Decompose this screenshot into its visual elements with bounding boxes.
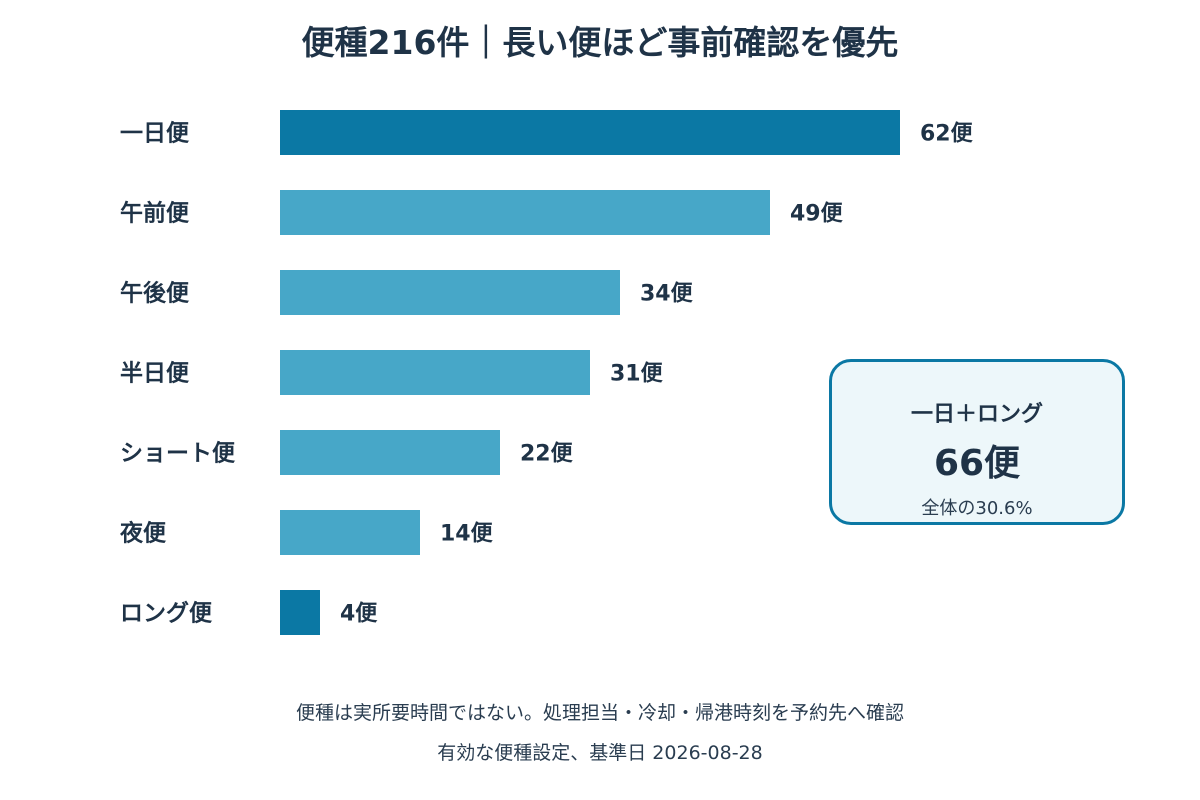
chart-title: 便種216件｜長い便ほど事前確認を優先 (302, 23, 899, 62)
callout-value: 66便 (933, 443, 1021, 484)
value-label: 34便 (640, 282, 694, 307)
footnote-2: 有効な便種設定、基準日 2026-08-28 (437, 742, 762, 764)
bar (280, 510, 420, 555)
category-label: ショート便 (120, 441, 236, 467)
footnote-1: 便種は実所要時間ではない。処理担当・冷却・帰港時刻を予約先へ確認 (296, 702, 904, 724)
value-label: 14便 (440, 522, 494, 547)
callout-title: 一日＋ロング (910, 402, 1043, 427)
summary-callout: 一日＋ロング 66便 全体の30.6% (829, 359, 1125, 525)
value-label: 22便 (520, 442, 574, 467)
category-label: 半日便 (120, 361, 190, 387)
callout-note: 全体の30.6% (921, 498, 1033, 519)
value-label: 31便 (610, 362, 664, 387)
bar (280, 430, 500, 475)
category-label: 午後便 (120, 280, 190, 307)
bar (280, 350, 590, 395)
category-label: ロング便 (120, 600, 213, 627)
category-label: 午前便 (120, 200, 190, 227)
bar (280, 270, 620, 315)
bar (280, 110, 900, 155)
value-label: 62便 (920, 122, 974, 147)
value-label: 4便 (340, 602, 378, 627)
category-label: 一日便 (120, 121, 190, 147)
bar (280, 190, 770, 235)
bar (280, 590, 320, 635)
value-label: 49便 (790, 202, 844, 227)
category-label: 夜便 (119, 520, 167, 547)
